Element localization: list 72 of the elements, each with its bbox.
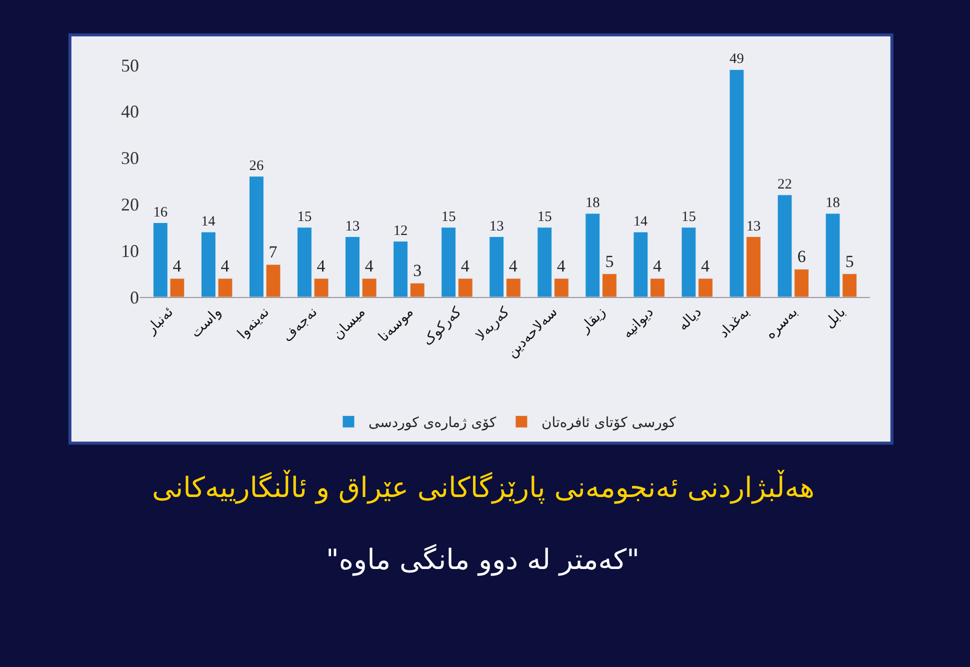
bar [554, 278, 569, 297]
data-label: 4 [220, 256, 230, 276]
x-tick-label: میسان [330, 304, 369, 343]
data-label: 18 [585, 195, 600, 212]
data-label: 7 [268, 242, 278, 262]
x-tick-label: ئەنبار [142, 304, 177, 338]
data-label: 12 [393, 222, 408, 239]
x-tick-label: دیوانیە [619, 304, 657, 342]
bar [410, 282, 425, 297]
y-tick-label: 20 [121, 194, 139, 214]
x-tick-label: زیقار [576, 304, 609, 337]
data-label: 15 [441, 209, 456, 226]
legend-label: کۆی ژمارەی کوردسی [368, 415, 496, 432]
bar [297, 227, 312, 297]
data-label: 13 [345, 218, 360, 234]
data-label: 5 [605, 252, 614, 271]
x-tick-label: نەجەف [280, 304, 321, 346]
data-label: 4 [508, 256, 518, 276]
bar [602, 274, 617, 297]
data-label: 16 [153, 204, 168, 220]
bar [345, 236, 360, 297]
data-label: 5 [845, 252, 854, 271]
data-label: 13 [746, 218, 761, 234]
bar [633, 232, 648, 297]
y-tick-label: 50 [121, 55, 139, 76]
bar [489, 236, 504, 297]
x-tick-label: کەربەلا [472, 304, 514, 344]
data-label: 4 [364, 256, 374, 276]
x-tick-label: بەسرە [762, 304, 801, 343]
x-tick-label: دیالە [675, 304, 705, 334]
text: "کەمتر لە دوو مانگی ماوە" [326, 543, 640, 576]
data-label: 13 [489, 218, 504, 234]
data-label: 6 [797, 247, 806, 266]
bar [506, 278, 521, 297]
y-tick-label: 30 [121, 148, 139, 168]
data-label: 15 [682, 209, 696, 226]
x-tick-label: موسەنا [376, 304, 417, 346]
data-label: 15 [297, 209, 312, 226]
data-label: 14 [201, 214, 216, 230]
bar [681, 227, 696, 297]
x-tick-label: بابل [822, 304, 849, 332]
legend-label: کورسی کۆتای ئافرەتان [541, 415, 676, 432]
data-label: 22 [778, 176, 792, 193]
y-tick-label: 10 [121, 240, 139, 261]
data-label: 4 [652, 256, 662, 276]
text: هەڵبژاردنی ئەنجومەنی پارێزگاکانی عێراق و ئاڵنگارییەکانی [152, 469, 815, 504]
bar [314, 278, 329, 297]
data-label: 4 [701, 256, 710, 276]
bar [441, 227, 456, 297]
bar [458, 278, 473, 297]
x-tick-label: نەینەوا [234, 304, 273, 342]
data-label: 49 [730, 51, 744, 68]
bar [585, 213, 600, 297]
bar [362, 278, 377, 297]
x-tick-label: واست [188, 304, 225, 342]
bar [537, 227, 552, 297]
y-tick-label: 0 [130, 287, 139, 308]
data-label: 26 [249, 158, 264, 174]
bar [698, 278, 713, 297]
data-label: 4 [460, 256, 470, 276]
data-label: 4 [556, 256, 566, 276]
x-tick-label: کەرکوک [420, 304, 465, 350]
bar [650, 278, 665, 297]
data-label: 15 [537, 209, 552, 226]
data-label: 18 [826, 195, 840, 212]
data-label: 4 [316, 256, 326, 276]
y-tick-label: 40 [121, 102, 139, 122]
data-label: 4 [172, 256, 182, 276]
bar [393, 241, 408, 297]
x-tick-label: بەغداد [716, 304, 753, 342]
data-label: 3 [413, 261, 422, 280]
data-label: 14 [633, 214, 648, 230]
